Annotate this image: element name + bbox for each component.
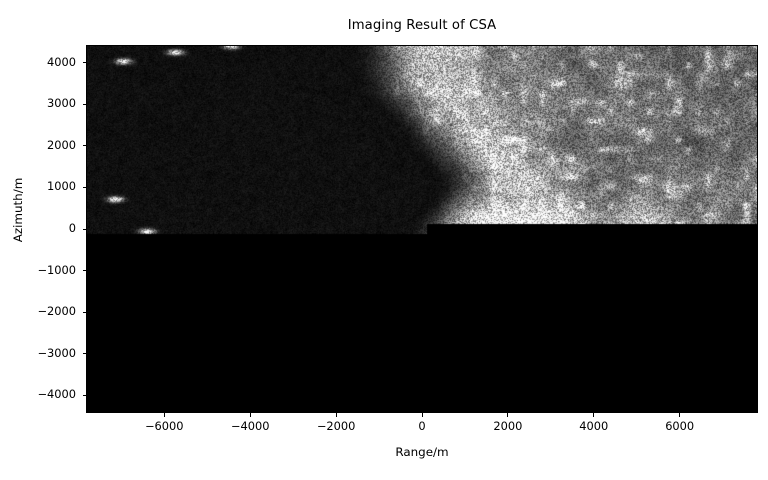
x-tick-label: 4000 <box>579 419 609 433</box>
y-tick-label: 2000 <box>47 137 76 152</box>
page-title: Imaging Result of CSA <box>347 18 497 33</box>
y-tick-mark <box>82 394 86 396</box>
y-tick-label: 3000 <box>47 96 76 111</box>
x-tick-mark <box>507 413 509 417</box>
x-tick-label: −4000 <box>230 419 270 433</box>
x-tick-mark <box>163 413 165 417</box>
y-tick-mark <box>82 103 86 105</box>
sar-heatmap-image <box>87 46 757 412</box>
y-tick-mark <box>82 228 86 230</box>
x-axis-label: Range/m <box>395 445 449 459</box>
plot-area[interactable] <box>86 45 758 413</box>
y-tick-label: −1000 <box>37 262 76 277</box>
x-tick-mark <box>249 413 251 417</box>
x-tick-mark <box>593 413 595 417</box>
y-axis-label: Azimuth/m <box>11 177 25 243</box>
x-tick-label: 2000 <box>493 419 523 433</box>
x-tick-label: −6000 <box>145 419 184 433</box>
y-tick-label: 1000 <box>47 179 76 194</box>
y-tick-label: −3000 <box>37 345 76 360</box>
x-tick-label: 6000 <box>665 419 695 433</box>
y-tick-mark <box>82 62 86 64</box>
y-tick-label: −4000 <box>37 387 76 402</box>
x-tick-label: 0 <box>418 419 426 433</box>
y-tick-mark <box>82 270 86 272</box>
y-tick-mark <box>82 353 86 355</box>
y-tick-label: 4000 <box>47 54 76 69</box>
x-tick-mark <box>421 413 423 417</box>
x-tick-label: −2000 <box>316 419 356 433</box>
y-tick-mark <box>82 145 86 147</box>
y-tick-label: 0 <box>68 221 76 235</box>
y-tick-mark <box>82 186 86 188</box>
y-tick-mark <box>82 311 86 313</box>
x-tick-mark <box>679 413 681 417</box>
y-tick-label: −2000 <box>37 304 76 319</box>
x-tick-mark <box>335 413 337 417</box>
